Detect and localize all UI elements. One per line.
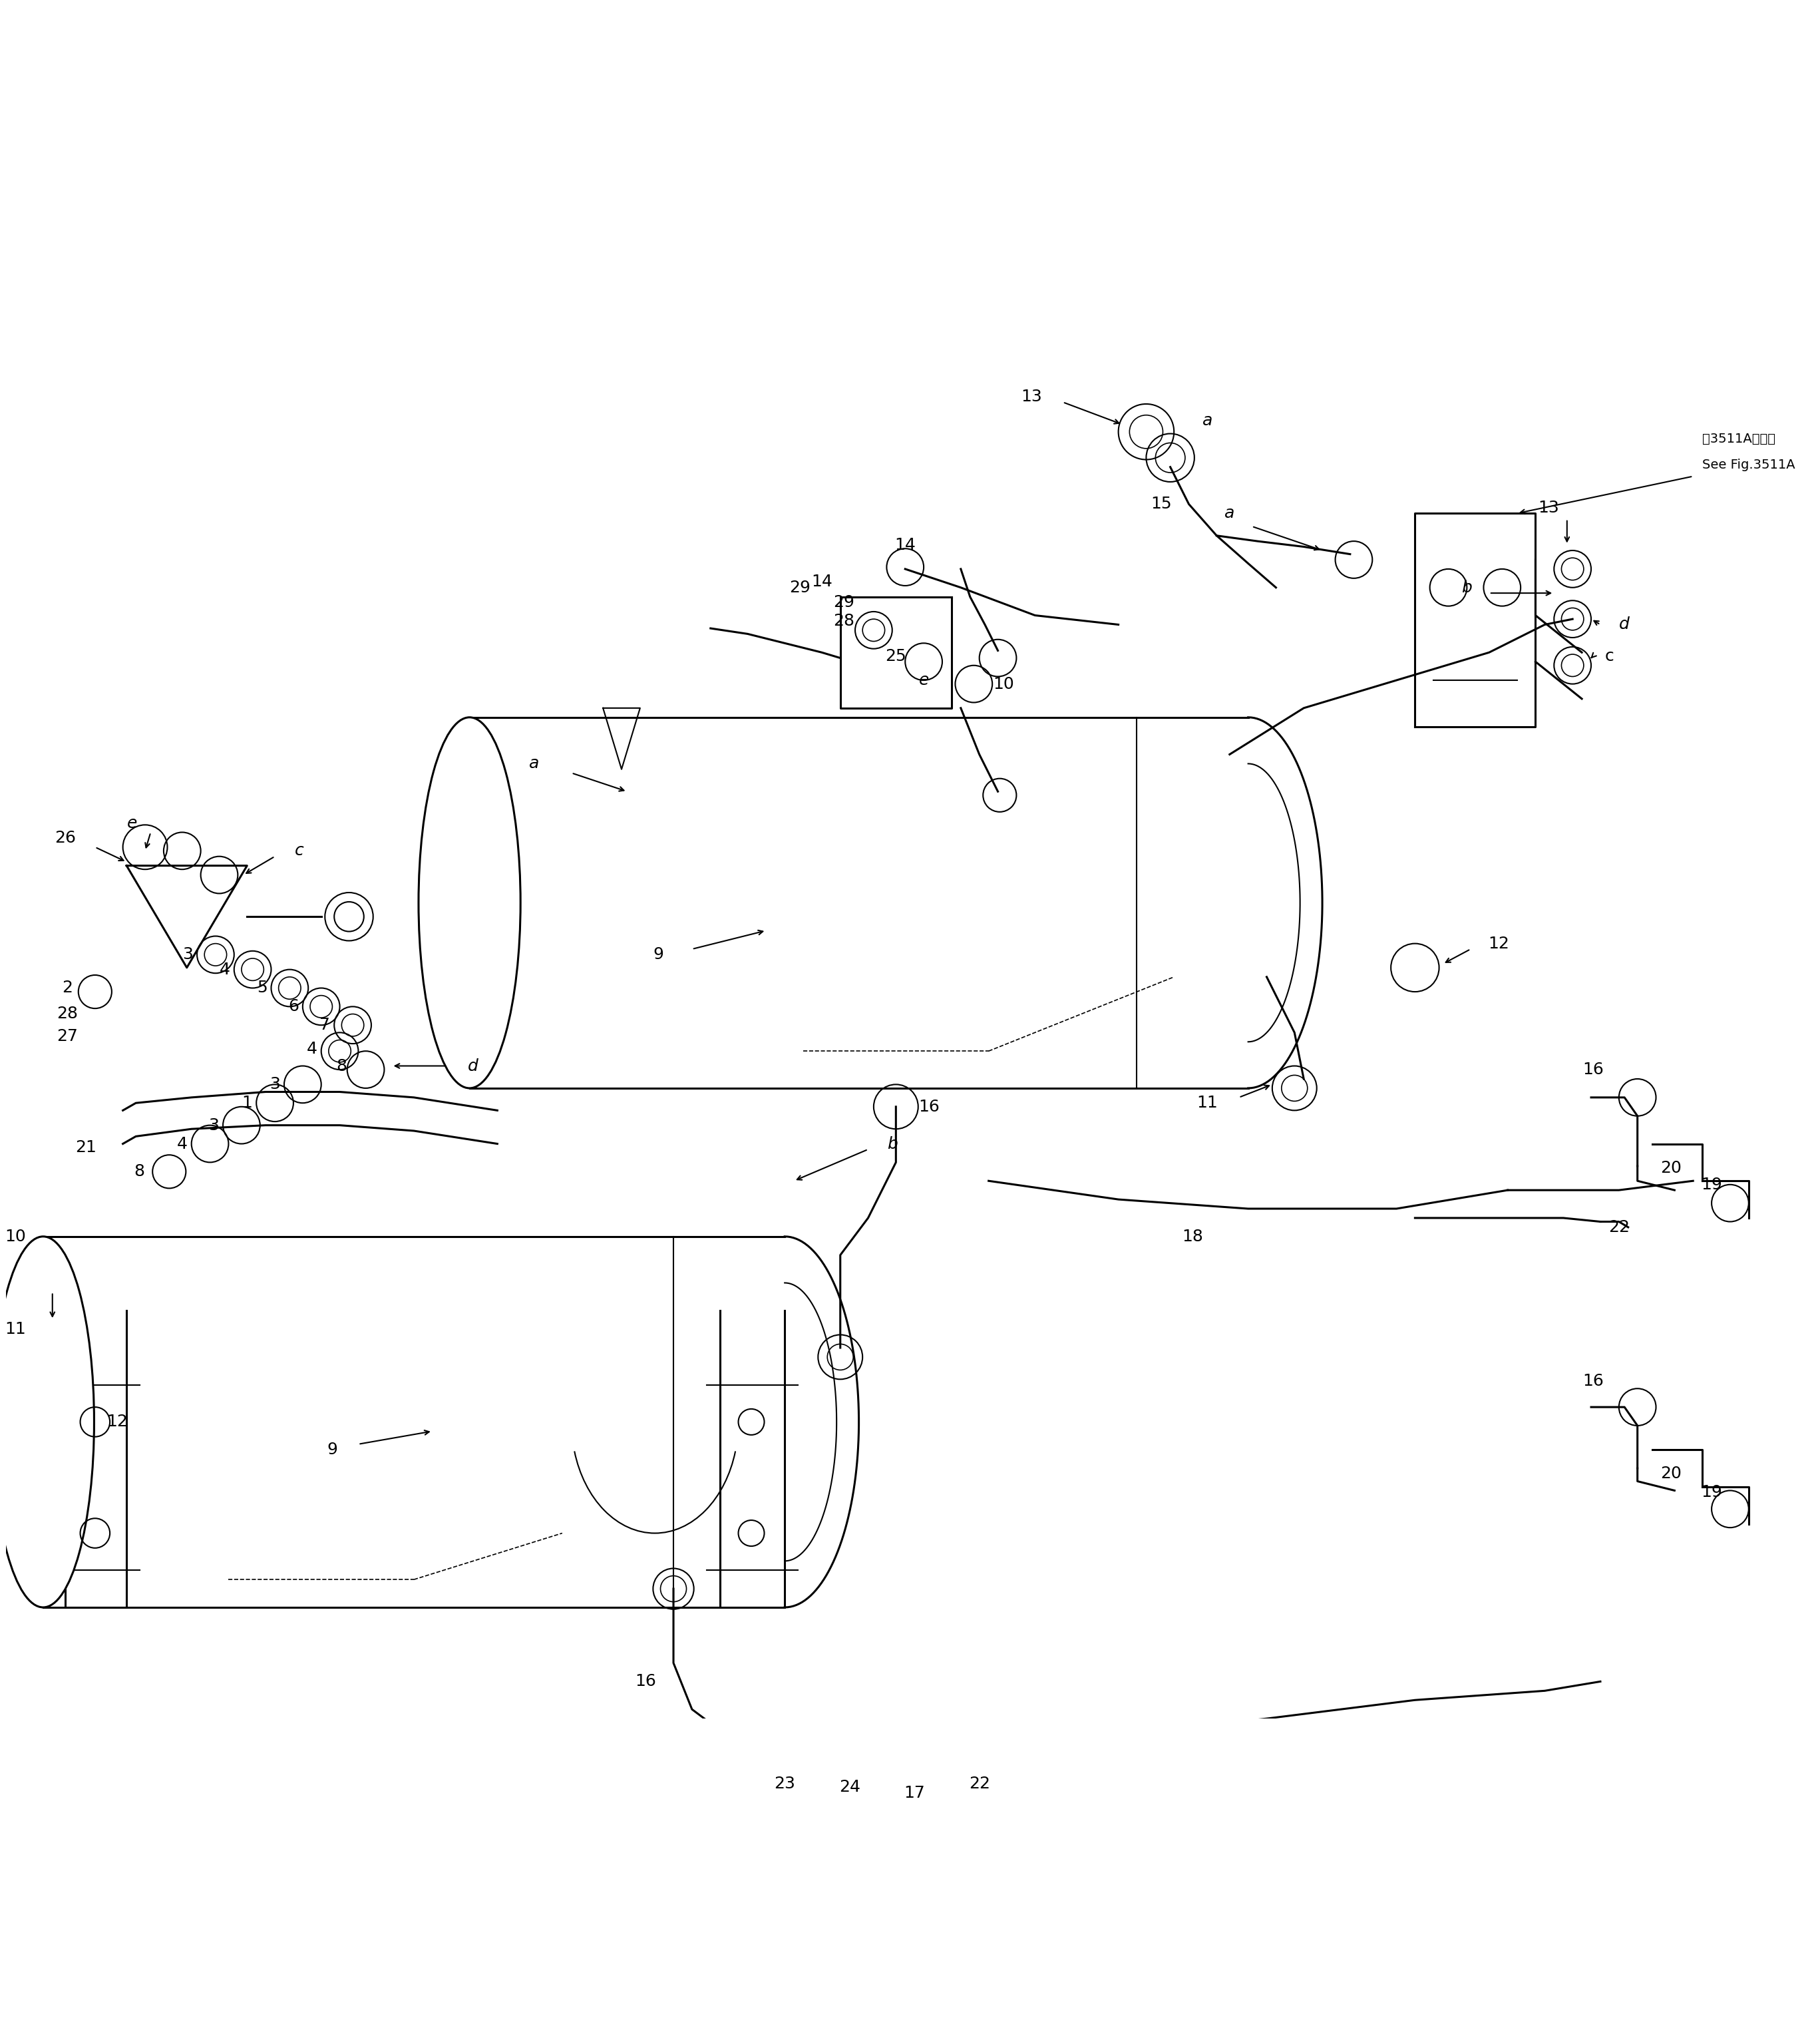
Text: 4: 4: [220, 961, 229, 977]
Text: 20: 20: [1660, 1466, 1682, 1482]
Text: 28: 28: [834, 612, 855, 629]
Text: e: e: [919, 671, 928, 687]
Text: e: e: [127, 815, 136, 831]
Text: c: c: [1605, 649, 1614, 663]
Text: 5: 5: [257, 980, 268, 996]
Text: 22: 22: [1609, 1219, 1629, 1235]
Text: 14: 14: [812, 574, 832, 590]
Text: 12: 12: [107, 1414, 127, 1430]
Ellipse shape: [0, 1237, 95, 1608]
Text: 16: 16: [1582, 1061, 1603, 1077]
Text: 16: 16: [919, 1099, 939, 1115]
Text: 11: 11: [5, 1320, 25, 1336]
Text: 16: 16: [635, 1673, 657, 1689]
Text: 25: 25: [885, 649, 906, 663]
Text: 19: 19: [1702, 1484, 1722, 1501]
Text: 11: 11: [1198, 1095, 1218, 1111]
Text: 3: 3: [269, 1077, 280, 1093]
Text: 15: 15: [1150, 497, 1172, 513]
Text: b: b: [886, 1136, 897, 1152]
Text: See Fig.3511A: See Fig.3511A: [1702, 458, 1795, 470]
Text: d: d: [468, 1059, 479, 1075]
Text: 1: 1: [242, 1095, 253, 1111]
Text: b: b: [1461, 580, 1472, 596]
Text: 14: 14: [895, 537, 915, 554]
Text: 6: 6: [288, 998, 298, 1014]
Text: 8: 8: [337, 1059, 348, 1075]
Text: 13: 13: [1538, 499, 1560, 515]
Text: 2: 2: [62, 980, 73, 996]
Text: 16: 16: [1582, 1373, 1603, 1389]
Text: 27: 27: [56, 1028, 78, 1044]
Text: 26: 26: [55, 829, 76, 846]
Text: 21: 21: [75, 1140, 96, 1156]
Text: 4: 4: [306, 1040, 317, 1057]
Text: 29: 29: [834, 594, 855, 610]
Text: 13: 13: [1021, 389, 1041, 404]
Text: c: c: [295, 844, 304, 858]
Text: a: a: [530, 756, 539, 773]
Text: 4: 4: [177, 1136, 187, 1152]
Text: 10: 10: [5, 1229, 25, 1245]
Text: 笥3511A図参照: 笥3511A図参照: [1702, 432, 1776, 446]
Text: 29: 29: [790, 580, 810, 596]
Text: 22: 22: [968, 1775, 990, 1791]
Text: 8: 8: [135, 1164, 146, 1180]
Text: 28: 28: [56, 1006, 78, 1022]
Text: 24: 24: [839, 1779, 861, 1795]
Text: 23: 23: [774, 1775, 795, 1791]
Ellipse shape: [419, 718, 521, 1089]
Text: 12: 12: [1487, 935, 1509, 951]
Text: a: a: [1203, 412, 1212, 428]
Text: 3: 3: [182, 947, 193, 963]
Text: 10: 10: [994, 675, 1014, 692]
Text: 19: 19: [1702, 1176, 1722, 1192]
Text: 7: 7: [320, 1018, 329, 1032]
Text: 3: 3: [209, 1117, 218, 1134]
Text: 17: 17: [905, 1785, 925, 1801]
Text: 9: 9: [653, 947, 664, 963]
Text: 18: 18: [1181, 1229, 1203, 1245]
Text: 9: 9: [328, 1442, 339, 1458]
Text: 20: 20: [1660, 1160, 1682, 1176]
Text: d: d: [1620, 617, 1629, 633]
Text: a: a: [1225, 505, 1234, 521]
